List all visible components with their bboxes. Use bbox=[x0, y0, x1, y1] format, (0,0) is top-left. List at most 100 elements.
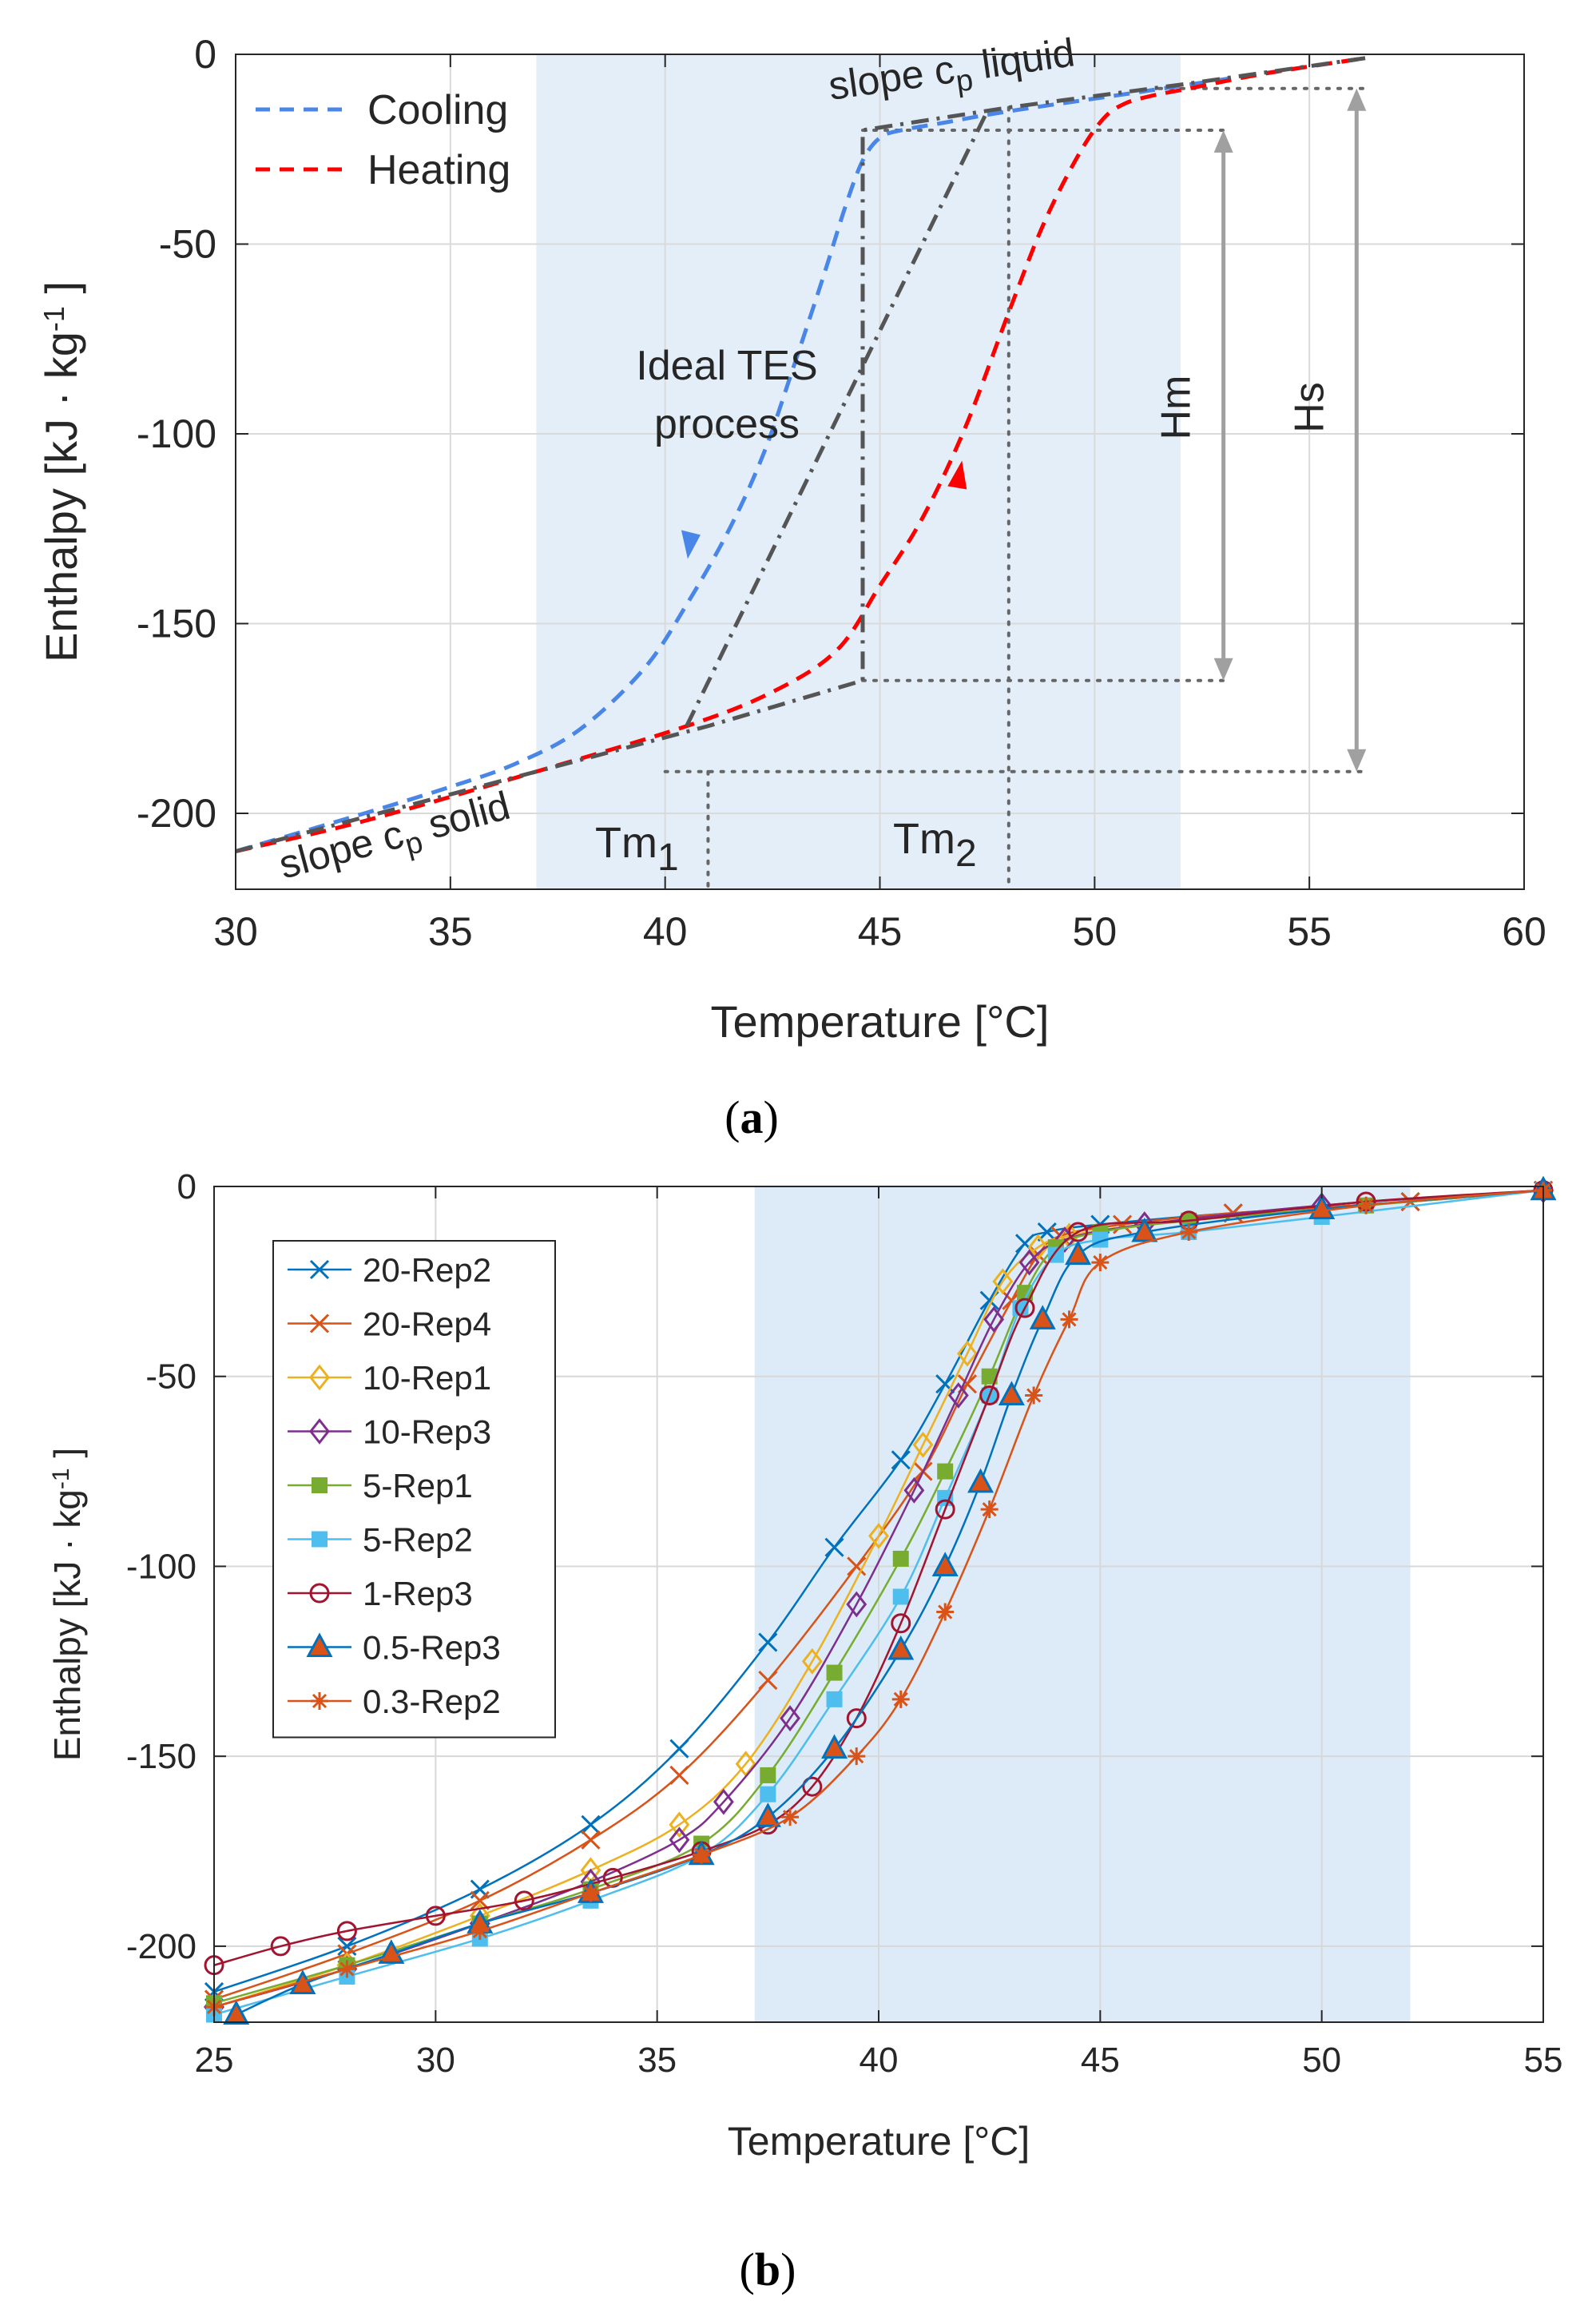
legend-marker-1-rep3 bbox=[309, 1583, 330, 1604]
data-point-0-5-rep3 bbox=[754, 1802, 781, 1827]
data-point-20-rep4 bbox=[581, 1830, 601, 1850]
legend-label-5-rep2: 5-Rep2 bbox=[363, 1521, 473, 1559]
x-tick-label: 50 bbox=[1302, 2041, 1341, 2080]
annotation-tm2: Tm2 bbox=[893, 815, 977, 875]
data-point-20-rep2 bbox=[758, 1632, 778, 1652]
y-tick-label: -200 bbox=[126, 1927, 197, 1966]
series-line-1-rep3 bbox=[213, 1189, 1544, 1966]
data-point-1-rep3 bbox=[514, 1890, 534, 1911]
data-point-20-rep2 bbox=[581, 1814, 601, 1834]
data-point-10-rep3 bbox=[947, 1382, 969, 1409]
x-tick-label: 55 bbox=[1287, 909, 1332, 954]
panel-a-caption: (a) bbox=[725, 1091, 779, 1143]
data-point-0-3-rep2 bbox=[1060, 1310, 1078, 1329]
annotation-ideal-tes-line1: Ideal TES bbox=[636, 343, 817, 389]
data-point-1-rep3 bbox=[846, 1708, 867, 1729]
data-point-1-rep3 bbox=[270, 1936, 291, 1957]
annotation-tm1: Tm1 bbox=[595, 819, 679, 879]
data-point-0-5-rep3 bbox=[967, 1468, 995, 1493]
x-tick-label: 30 bbox=[213, 909, 258, 954]
data-point-1-rep3 bbox=[891, 1613, 911, 1634]
panel-a-shaded-region bbox=[536, 54, 1181, 889]
x-tick-label: 40 bbox=[860, 2041, 899, 2080]
data-point-5-rep2 bbox=[892, 1588, 909, 1605]
data-point-20-rep2 bbox=[669, 1739, 689, 1759]
annotation-slope-cp-solid: slope cp solid bbox=[274, 783, 516, 895]
data-point-20-rep4 bbox=[847, 1556, 867, 1576]
data-point-10-rep3 bbox=[983, 1306, 1005, 1333]
data-point-5-rep1 bbox=[937, 1463, 954, 1480]
data-point-20-rep2 bbox=[891, 1450, 911, 1470]
x-tick-label: 30 bbox=[416, 2041, 455, 2080]
series-line-cooling bbox=[235, 56, 1366, 853]
data-point-5-rep1 bbox=[760, 1767, 776, 1783]
direction-arrow-heating bbox=[947, 460, 967, 490]
x-tick-label: 35 bbox=[428, 909, 473, 954]
data-point-0-3-rep2 bbox=[891, 1690, 910, 1708]
y-tick-label: -150 bbox=[126, 1737, 197, 1776]
data-point-1-rep3 bbox=[802, 1776, 823, 1797]
dimension-arrowhead-bottom bbox=[1347, 749, 1367, 772]
y-tick-label: -150 bbox=[137, 602, 216, 646]
data-point-10-rep3 bbox=[780, 1705, 800, 1732]
annotation-hs: Hs bbox=[1286, 382, 1332, 433]
data-point-1-rep3 bbox=[425, 1906, 446, 1926]
data-point-5-rep2 bbox=[760, 1786, 776, 1802]
data-point-20-rep2 bbox=[1037, 1222, 1057, 1242]
data-point-0-3-rep2 bbox=[1091, 1254, 1110, 1272]
data-point-10-rep1 bbox=[735, 1751, 756, 1778]
panel-a-direction-arrows bbox=[681, 460, 967, 559]
panel-a-dimension-arrows bbox=[1213, 88, 1367, 772]
data-point-10-rep3 bbox=[713, 1788, 734, 1815]
data-point-0-5-rep3 bbox=[1308, 1194, 1336, 1220]
data-point-20-rep4 bbox=[758, 1671, 778, 1691]
data-point-0-5-rep3 bbox=[887, 1635, 915, 1660]
x-tick-label: 60 bbox=[1502, 909, 1546, 954]
series-line-0-3-rep2 bbox=[213, 1189, 1544, 2009]
data-point-10-rep3 bbox=[846, 1591, 867, 1618]
data-point-0-3-rep2 bbox=[338, 1960, 356, 1978]
data-point-0-3-rep2 bbox=[936, 1603, 955, 1621]
legend-marker-0-5-rep3 bbox=[306, 1632, 333, 1657]
panel-b-ticks: 25 30 35 40 45 50 55 0 -50 -100 -150 -200 bbox=[126, 1167, 1563, 2080]
data-point-0-5-rep3 bbox=[223, 2000, 250, 2025]
annotation-hm: Hm bbox=[1153, 376, 1200, 440]
series-line-heating bbox=[235, 56, 1366, 853]
data-point-10-rep1 bbox=[669, 1811, 690, 1838]
y-tick-label: -50 bbox=[159, 222, 216, 267]
panel-b-series bbox=[204, 1175, 1557, 2025]
panel-a-series bbox=[235, 56, 1366, 853]
legend-label-10-rep1: 10-Rep1 bbox=[363, 1359, 491, 1397]
data-point-10-rep1 bbox=[912, 1431, 934, 1458]
legend-label-20-rep4: 20-Rep4 bbox=[363, 1306, 491, 1343]
panel-b-legend: 20-Rep2 20-Rep4 10-Rep1 10-Rep3 5-Rep1 5-Rep2… bbox=[272, 1240, 556, 1739]
x-tick-label: 55 bbox=[1524, 2041, 1563, 2080]
legend-marker-5-rep2 bbox=[312, 1531, 328, 1548]
data-point-10-rep1 bbox=[801, 1647, 823, 1675]
annotation-ideal-tes-line2: process bbox=[654, 401, 800, 447]
legend-marker-5-rep1 bbox=[312, 1477, 328, 1493]
panel-b-x-axis-label: Temperature [°C] bbox=[728, 2119, 1030, 2164]
legend-marker-20-rep4 bbox=[309, 1314, 330, 1333]
legend-label-cooling: Cooling bbox=[367, 87, 508, 133]
legend-label-1-rep3: 1-Rep3 bbox=[363, 1575, 473, 1612]
legend-label-0-3-rep2: 0.3-Rep2 bbox=[363, 1683, 501, 1720]
data-point-0-3-rep2 bbox=[848, 1747, 866, 1766]
data-point-0-5-rep3 bbox=[1131, 1217, 1158, 1242]
y-tick-label: -100 bbox=[137, 411, 216, 456]
data-point-10-rep1 bbox=[992, 1268, 1014, 1295]
panel-a-legend: Cooling Heating bbox=[256, 87, 510, 193]
data-point-5-rep2 bbox=[1012, 1300, 1029, 1317]
data-point-0-5-rep3 bbox=[1065, 1240, 1092, 1266]
data-point-20-rep2 bbox=[824, 1537, 844, 1557]
data-point-1-rep3 bbox=[336, 1921, 357, 1941]
data-point-0-3-rep2 bbox=[1180, 1223, 1198, 1242]
y-tick-label: -50 bbox=[145, 1357, 197, 1397]
panel-a-grid bbox=[235, 54, 1525, 889]
data-point-0-3-rep2 bbox=[1025, 1386, 1043, 1405]
panel-b-caption: (b) bbox=[740, 2244, 796, 2295]
direction-arrow-cooling bbox=[681, 530, 701, 559]
panel-a-y-axis-label: Enthalpy [kJ · kg-1 ] bbox=[36, 281, 86, 662]
dimension-arrowhead-top bbox=[1347, 88, 1367, 111]
